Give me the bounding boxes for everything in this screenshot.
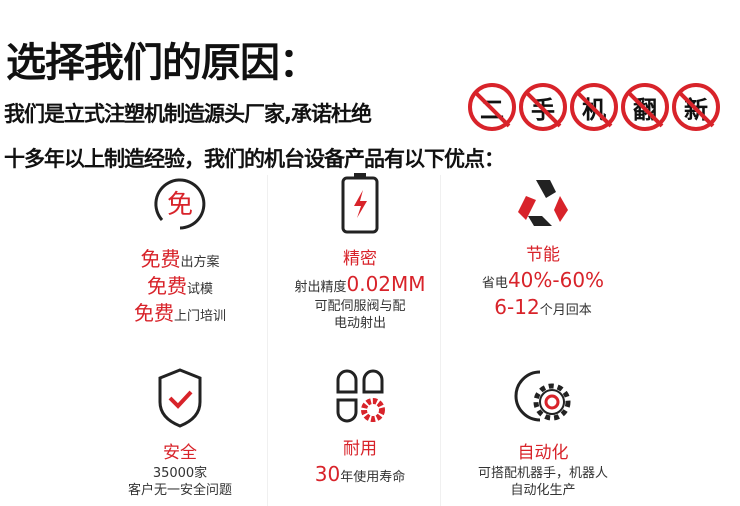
divider bbox=[267, 175, 268, 506]
banned-list: 二 手 机 翻 新 bbox=[468, 83, 720, 131]
feature-safety: 安全 35000家 客户无一安全问题 bbox=[90, 368, 270, 500]
ban-icon: 手 bbox=[519, 83, 567, 131]
svg-text:免: 免 bbox=[167, 190, 193, 220]
recycle-icon bbox=[518, 180, 568, 226]
ban-icon: 翻 bbox=[621, 83, 669, 131]
ban-icon: 二 bbox=[468, 83, 516, 131]
promise-text: 我们是立式注塑机制造源头厂家,承诺杜绝 bbox=[4, 102, 372, 126]
gear-blocks-icon bbox=[336, 369, 385, 423]
shield-check-icon bbox=[158, 368, 202, 428]
free-circle-icon: 免 bbox=[154, 178, 206, 230]
page-title: 选择我们的原因： bbox=[6, 40, 319, 86]
ban-icon: 新 bbox=[672, 83, 720, 131]
feature-energy: 节能 省电40%-60% 6-12个月回本 bbox=[453, 176, 633, 321]
ban-icon: 机 bbox=[570, 83, 618, 131]
experience-text: 十多年以上制造经验，我们的机台设备产品有以下优点： bbox=[4, 147, 505, 171]
battery-icon bbox=[341, 173, 379, 234]
automation-gear-icon bbox=[514, 370, 571, 422]
feature-durable: 耐用 30年使用寿命 bbox=[270, 368, 450, 488]
feature-free: 免 免费出方案 免费试模 免费上门培训 bbox=[90, 176, 270, 327]
divider bbox=[440, 175, 441, 506]
feature-automation: 自动化 可搭配机器手，机器人 自动化生产 bbox=[453, 368, 633, 500]
feature-precision: 精密 射出精度0.02MM 可配伺服阀与配 电动射出 bbox=[270, 172, 450, 333]
